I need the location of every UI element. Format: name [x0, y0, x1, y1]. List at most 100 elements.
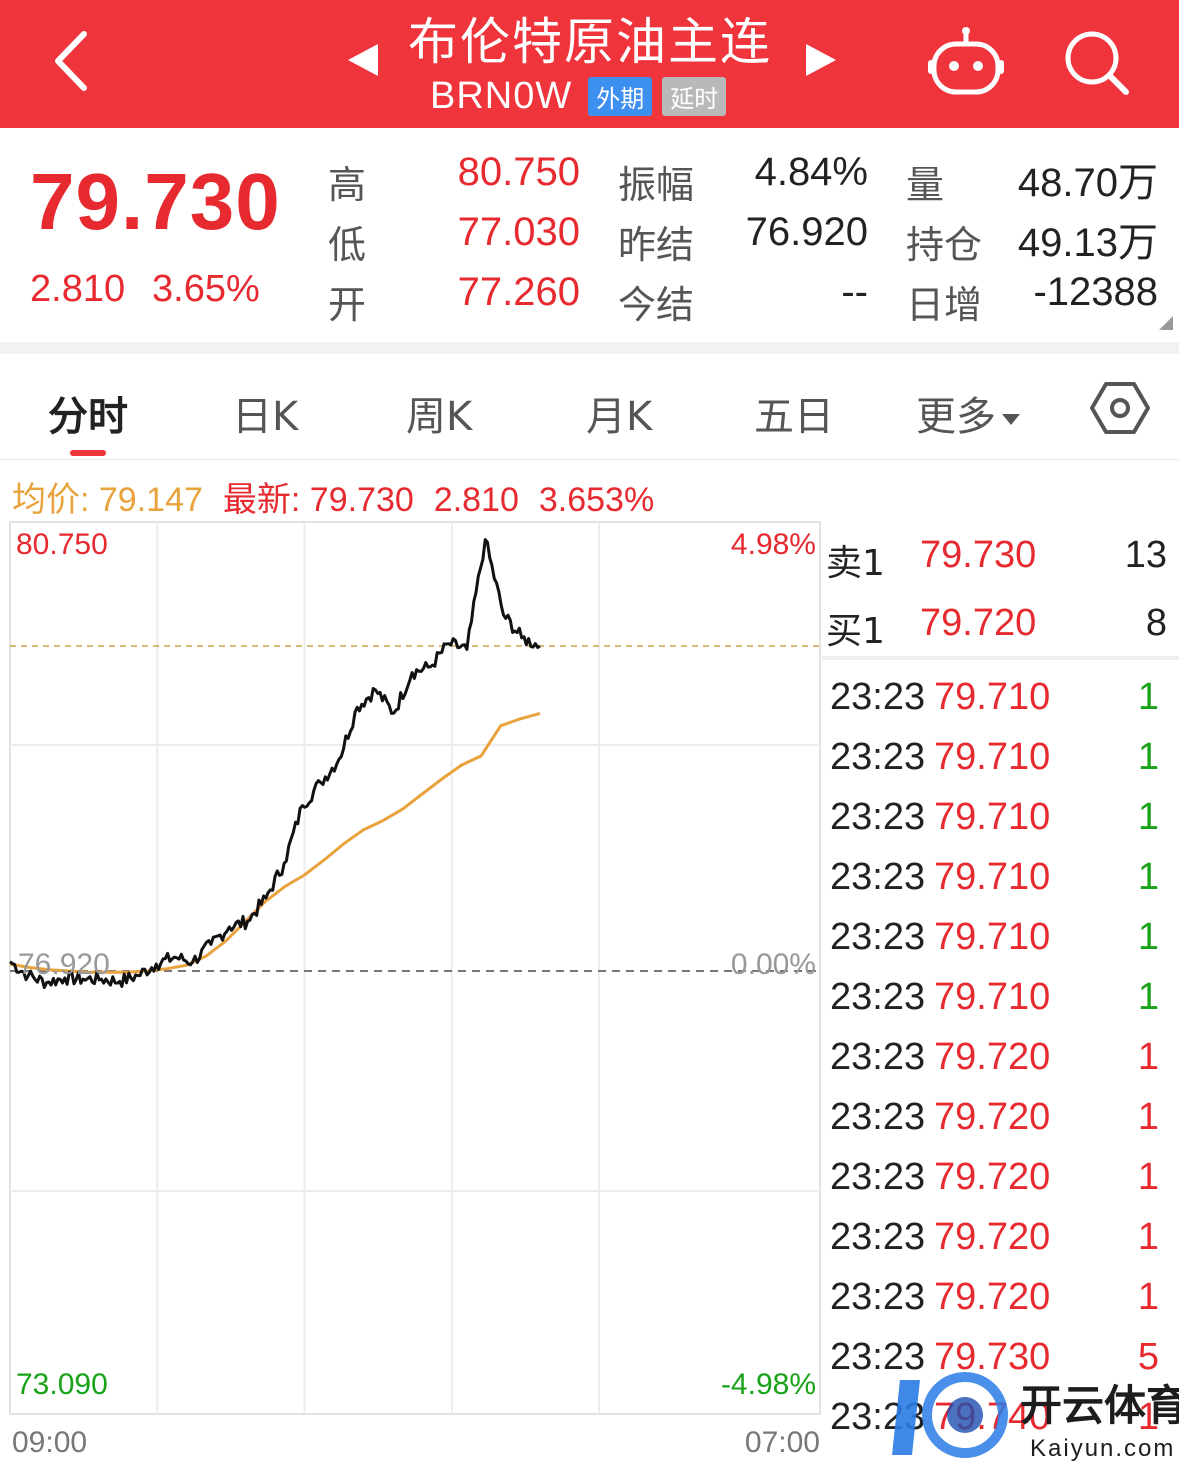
tick-volume: 1 [1137, 1036, 1159, 1078]
tick-time: 23:23 [830, 1156, 926, 1198]
open-value: 77.260 [457, 270, 580, 314]
top-bar: 布伦特原油主连 BRN0W 外期 延时 [0, 0, 1179, 128]
instrument-code: BRN0W [430, 74, 573, 117]
quote-panel: 79.730 2.810 3.65% 高 80.750 低 77.030 开 7… [0, 128, 1179, 342]
ask-label: 卖1 [826, 543, 885, 584]
tick-volume: 1 [1137, 1096, 1159, 1138]
tick-price: 79.720 [934, 1216, 1051, 1258]
tick-price: 79.720 [934, 1276, 1051, 1318]
tab-five-day[interactable]: 五日 [754, 394, 834, 440]
ask-volume: 13 [1124, 534, 1167, 576]
price-line [9, 538, 541, 990]
low-label: 低 [328, 223, 367, 267]
tick-row: 23:23 79.710 1 [822, 906, 1179, 966]
tab-more[interactable]: 更多 [916, 384, 1020, 442]
order-panel: 卖1 79.730 13 买1 79.720 8 23:23 79.710 1 23:… [822, 516, 1179, 1476]
tick-price: 79.730 [934, 1336, 1051, 1378]
intraday-chart[interactable]: 80.750 76.920 73.090 4.98% 0.00% -4.98% … [0, 516, 822, 1476]
back-arrow-icon[interactable] [42, 26, 102, 96]
tick-time: 23:23 [830, 1096, 926, 1138]
tick-time: 23:23 [830, 916, 926, 958]
tab-monthly-k[interactable]: 月K [586, 394, 653, 440]
amplitude-value: 4.84% [754, 150, 868, 194]
high-label: 高 [328, 163, 367, 207]
next-instrument-icon[interactable] [806, 44, 836, 76]
tick-price: 79.720 [934, 1156, 1051, 1198]
tick-volume: 1 [1137, 1216, 1159, 1258]
tick-time: 23:23 [830, 1036, 926, 1078]
settings-hexagon-icon[interactable] [1090, 378, 1150, 438]
volume-value: 48.70万 [1017, 161, 1158, 205]
latest-change: 2.810 [433, 481, 519, 519]
y-axis-right-mid-label: 0.00% [731, 948, 816, 981]
prev-settle-value: 76.920 [745, 210, 868, 254]
tick-volume: 5 [1137, 1336, 1159, 1378]
tick-time: 23:23 [830, 1336, 926, 1378]
active-tab-indicator [70, 450, 106, 456]
tick-row: 23:23 79.720 1 [822, 1026, 1179, 1086]
tick-price: 79.710 [934, 856, 1051, 898]
bid-row[interactable]: 买1 79.720 8 [822, 594, 1179, 654]
amplitude-label: 振幅 [618, 163, 695, 207]
tick-row: 23:23 79.720 1 [822, 1206, 1179, 1266]
open-interest-label: 持仓 [906, 223, 983, 267]
tick-volume: 1 [1137, 856, 1159, 898]
average-price: 均价: 79.147 [12, 481, 203, 519]
title-area: 布伦特原油主连 BRN0W 外期 延时 [330, 0, 850, 128]
tick-volume: 1 [1137, 676, 1159, 718]
tick-row: 23:23 79.720 1 [822, 1086, 1179, 1146]
tick-row: 23:23 79.710 1 [822, 786, 1179, 846]
ask-row[interactable]: 卖1 79.730 13 [822, 526, 1179, 586]
latest-price: 最新: 79.730 [222, 481, 414, 519]
price-change-percent: 3.65% [152, 268, 260, 310]
tick-time: 23:23 [830, 1216, 926, 1258]
high-value: 80.750 [457, 150, 580, 194]
daily-increase-value: -12388 [1033, 270, 1158, 314]
x-axis-end-label: 07:00 [745, 1426, 820, 1459]
tab-daily-k[interactable]: 日K [232, 394, 299, 440]
tick-time: 23:23 [830, 676, 926, 718]
kaiyun-watermark-logo: 开云体育 Kaiyun.com [892, 1372, 1179, 1462]
ask-price: 79.730 [920, 534, 1037, 576]
expand-corner-icon[interactable] [1159, 316, 1173, 330]
tab-weekly-k[interactable]: 周K [406, 394, 473, 440]
tick-row: 23:23 79.720 1 [822, 1266, 1179, 1326]
foreign-futures-badge: 外期 [588, 76, 653, 116]
delayed-badge: 延时 [662, 76, 727, 116]
bid-label: 买1 [826, 611, 885, 652]
tick-volume: 1 [1137, 976, 1159, 1018]
tick-volume: 1 [1137, 916, 1159, 958]
tick-volume: 1 [1137, 736, 1159, 778]
tick-time: 23:23 [830, 976, 926, 1018]
tick-volume: 1 [1137, 1276, 1159, 1318]
today-settle-value: -- [841, 270, 868, 314]
bid-price: 79.720 [920, 602, 1037, 644]
tick-time: 23:23 [830, 1276, 926, 1318]
y-axis-right-min-label: -4.98% [721, 1368, 816, 1401]
volume-label: 量 [906, 163, 945, 207]
daily-increase-label: 日增 [906, 283, 983, 327]
tick-price: 79.710 [934, 976, 1051, 1018]
tick-price: 79.720 [934, 1036, 1051, 1078]
tick-volume: 1 [1137, 796, 1159, 838]
subtitle-line: BRN0W 外期 延时 [430, 74, 727, 118]
low-value: 77.030 [457, 210, 580, 254]
tick-row: 23:23 79.710 1 [822, 846, 1179, 906]
tab-intraday[interactable]: 分时 [48, 394, 128, 440]
y-axis-max-label: 80.750 [16, 528, 108, 561]
tick-row: 23:23 79.730 5 [822, 1326, 1179, 1386]
chart-border [9, 521, 821, 1415]
latest-change-percent: 3.653% [538, 481, 655, 519]
previous-instrument-icon[interactable] [348, 44, 378, 76]
tick-row: 23:23 79.710 1 [822, 966, 1179, 1026]
orderbook-divider [822, 656, 1179, 660]
tick-row: 23:23 79.720 1 [822, 1146, 1179, 1206]
page-title: 布伦特原油主连 [408, 13, 772, 71]
robot-assistant-icon[interactable] [926, 26, 1006, 98]
last-price: 79.730 [30, 157, 281, 246]
x-axis-start-label: 09:00 [12, 1426, 87, 1459]
search-icon[interactable] [1060, 26, 1132, 98]
tick-price: 79.710 [934, 916, 1051, 958]
average-price-line [9, 711, 541, 974]
bid-volume: 8 [1145, 602, 1167, 644]
